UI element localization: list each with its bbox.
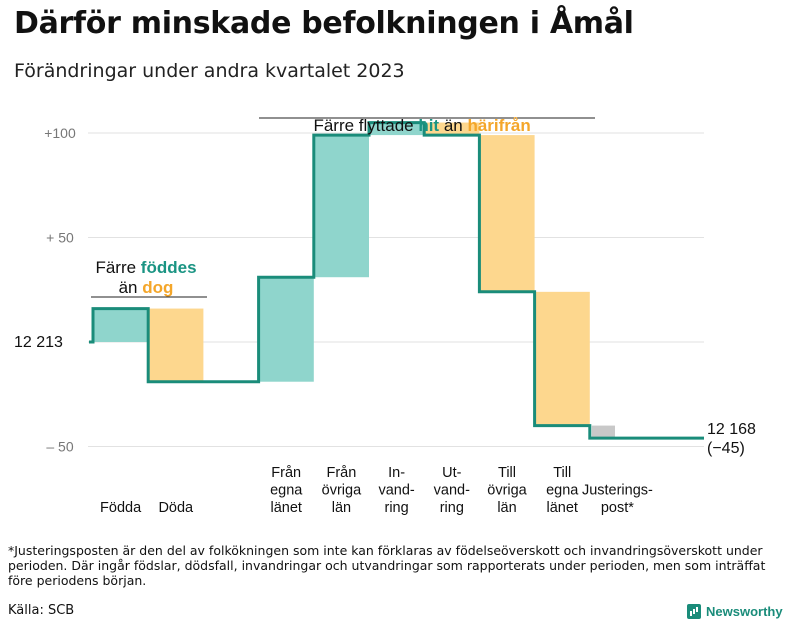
births-annotation: Färre föddes än dog: [91, 258, 201, 298]
bar-2: [258, 277, 314, 382]
annotation-brackets: [91, 117, 595, 298]
y-tick-label-0: +100: [44, 125, 76, 141]
x-label-7-line-0: Till: [553, 465, 571, 481]
births-annotation-highlight: föddes: [140, 258, 197, 277]
x-label-4-line-2: ring: [385, 500, 409, 516]
x-label-2-line-1: egna: [270, 483, 303, 499]
x-label-7-line-1: egna: [546, 483, 579, 499]
brand-name: Newsworthy: [706, 604, 783, 619]
y-tick-label-1: + 50: [46, 230, 74, 246]
bar-5: [424, 122, 480, 136]
bar-7: [534, 291, 590, 426]
x-label-2-line-2: länet: [270, 500, 301, 516]
x-label-3-line-0: Från: [326, 465, 356, 481]
bar-6: [479, 135, 535, 292]
migration-annotation-prefix: Färre flyttade: [313, 116, 419, 135]
migration-annotation: Färre flyttade hit än härifrån: [304, 96, 531, 136]
migration-annotation-harifran: härifrån: [467, 116, 531, 135]
chart-title: Därför minskade befolkningen i Åmål: [14, 6, 634, 41]
brand-logo[interactable]: Newsworthy: [687, 604, 783, 619]
y-axis-ticks: +100 + 50 – 50: [44, 125, 76, 455]
x-label-8-line-0: Justerings-: [582, 483, 653, 499]
x-label-3-line-2: län: [332, 500, 351, 516]
x-label-4-line-1: vand-: [378, 483, 414, 499]
x-label-0-line-0: Födda: [100, 500, 142, 516]
newsworthy-logo-icon: [687, 604, 701, 619]
x-label-8-line-1: post*: [601, 500, 634, 516]
x-axis-labels: Födda DödaFrånegnalänetFrånövrigalänIn-va…: [100, 465, 653, 516]
x-label-3-line-1: övriga: [322, 483, 362, 499]
x-label-6-line-0: Till: [498, 465, 516, 481]
source-label: Källa: SCB: [8, 603, 75, 618]
deaths-annotation-highlight: dog: [142, 278, 174, 297]
bar-4: [369, 122, 425, 136]
x-label-7-line-2: länet: [546, 500, 577, 516]
bars: [93, 122, 615, 439]
migration-annotation-middle: än: [439, 116, 468, 135]
x-label-5-line-2: ring: [440, 500, 464, 516]
footnote: *Justeringsposten är den del av folkökni…: [8, 543, 766, 588]
bar-3: [313, 135, 369, 278]
y-tick-label-2: – 50: [46, 439, 73, 455]
x-label-5-line-1: vand-: [434, 483, 470, 499]
bar-1: [148, 308, 204, 382]
chart-subtitle: Förändringar under andra kvartalet 2023: [14, 60, 405, 82]
deaths-annotation-prefix: än: [118, 278, 143, 297]
x-label-2-line-0: Från: [271, 465, 301, 481]
end-change-label: (−45): [707, 440, 745, 457]
x-label-5-line-0: Ut-: [442, 465, 462, 481]
x-label-6-line-2: län: [497, 500, 516, 516]
end-value-label: 12 168: [707, 421, 756, 438]
start-value-label: 12 213: [14, 334, 63, 351]
births-annotation-prefix: Färre: [95, 258, 141, 277]
x-label-1-line-0: Döda: [158, 500, 194, 516]
migration-annotation-hit: hit: [418, 116, 440, 135]
bar-0: [93, 308, 149, 342]
waterfall-chart: +100+ 50– 50 Födda DödaFrånegnalänetFrånö…: [14, 117, 756, 516]
running-total-line: [89, 121, 704, 440]
bar-8: [591, 425, 615, 439]
x-label-4-line-0: In-: [388, 465, 405, 481]
x-label-6-line-1: övriga: [487, 483, 527, 499]
